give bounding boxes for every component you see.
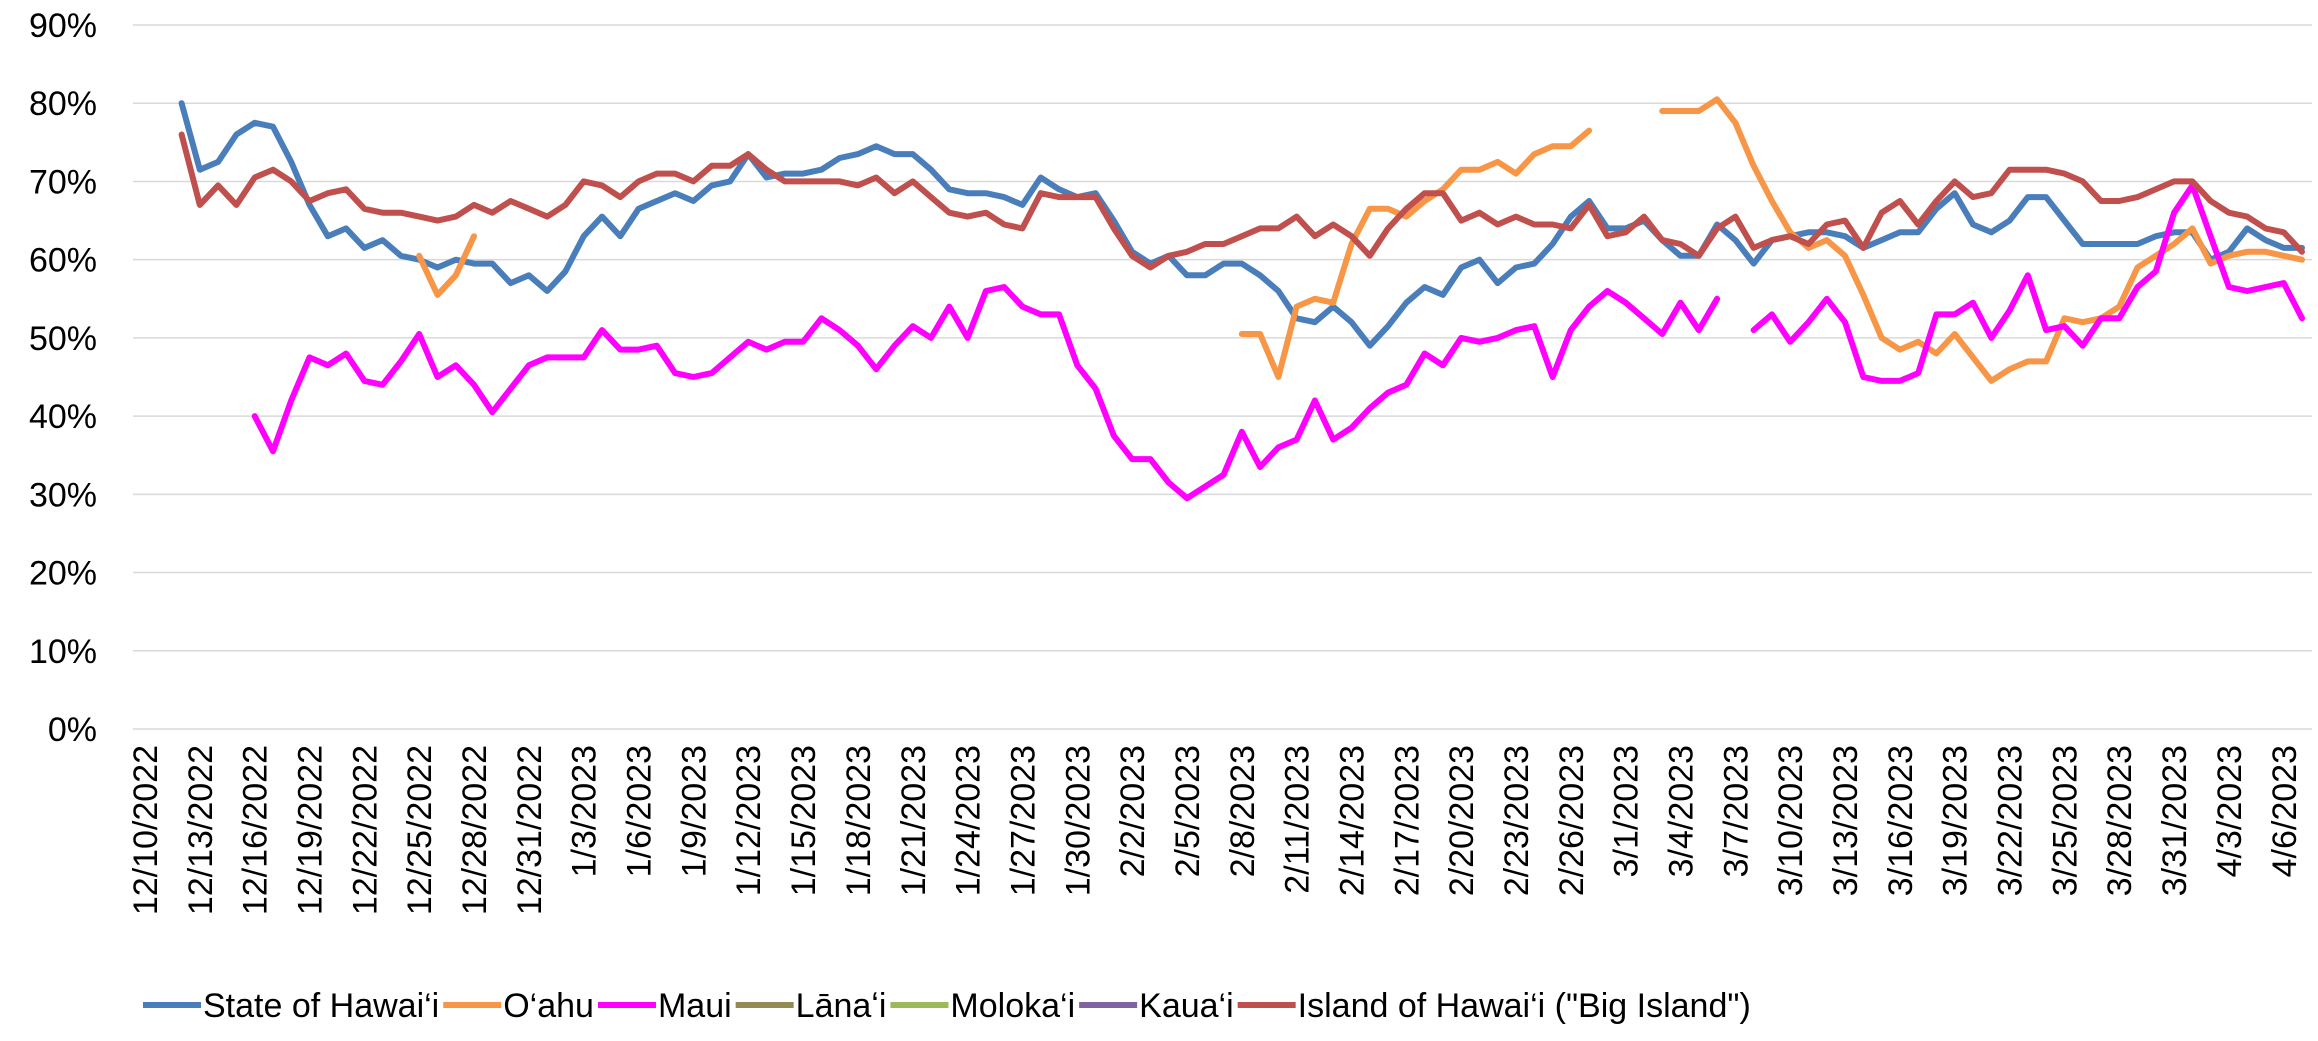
x-tick-label: 12/22/2022 [346,745,384,915]
x-tick-label: 12/31/2022 [511,745,549,915]
x-tick-label: 3/10/2023 [1772,745,1810,896]
y-tick-label: 0% [48,711,97,749]
series-line [1750,182,2305,384]
legend-item: Island of Hawai‘i ("Big Island") [1237,987,1751,1025]
x-tick-label: 12/16/2022 [237,745,275,915]
x-tick-label: 4/6/2023 [2266,745,2304,877]
x-tick-label: 3/22/2023 [1992,745,2030,896]
series-line [251,284,1721,502]
x-tick-label: 1/27/2023 [1004,745,1042,896]
x-tick-label: 1/6/2023 [621,745,659,877]
x-tick-label: 4/3/2023 [2211,745,2249,877]
x-tick-label: 3/7/2023 [1717,745,1755,877]
x-tick-label: 1/24/2023 [950,745,988,896]
y-tick-label: 90% [29,7,97,45]
series-line [178,100,2305,349]
series-line [416,233,477,298]
x-tick-label: 3/25/2023 [2046,745,2084,896]
x-tick-label: 2/8/2023 [1224,745,1262,877]
series-line [1659,96,2305,384]
legend-label: State of Hawai‘i [203,987,439,1025]
legend-label: Moloka‘i [950,987,1075,1025]
x-tick-label: 1/21/2023 [895,745,933,896]
y-tick-label: 10% [29,633,97,671]
y-tick-label: 50% [29,320,97,358]
y-tick-label: 20% [29,555,97,593]
legend-item: Moloka‘i [890,987,1075,1025]
x-tick-label: 12/28/2022 [456,745,494,915]
x-tick-label: 2/23/2023 [1498,745,1536,896]
y-tick-label: 80% [29,85,97,123]
y-tick-label: 40% [29,398,97,436]
y-tick-label: 60% [29,242,97,280]
x-tick-label: 1/15/2023 [785,745,823,896]
x-tick-label: 1/3/2023 [566,745,604,877]
x-tick-label: 2/11/2023 [1279,745,1317,894]
legend-item: O‘ahu [443,987,594,1025]
x-tick-label: 1/30/2023 [1059,745,1097,896]
x-tick-label: 3/19/2023 [1937,745,1975,896]
x-tick-label: 3/1/2023 [1608,745,1646,877]
x-tick-label: 3/16/2023 [1882,745,1920,896]
x-tick-label: 2/26/2023 [1553,745,1591,896]
x-tick-label: 12/10/2022 [127,745,165,915]
x-tick-label: 2/5/2023 [1169,745,1207,877]
x-tick-label: 3/31/2023 [2156,745,2194,896]
x-tick-label: 1/9/2023 [675,745,713,877]
legend-label: Kaua‘i [1139,987,1234,1025]
legend-item: Maui [597,987,732,1025]
legend-item: State of Hawai‘i [143,987,439,1025]
x-tick-label: 2/2/2023 [1114,745,1152,877]
legend-label: Maui [658,987,732,1025]
legend-item: Lānaʻi [735,987,887,1025]
y-tick-label: 30% [29,476,97,514]
legend-label: O‘ahu [503,987,594,1025]
x-tick-label: 1/12/2023 [730,745,768,896]
x-tick-label: 12/25/2022 [401,745,439,915]
series-line [1238,127,1593,380]
x-tick-label: 2/17/2023 [1388,745,1426,896]
x-tick-label: 1/18/2023 [840,745,878,896]
x-tick-label: 2/20/2023 [1443,745,1481,896]
series-line [178,131,2305,271]
x-tick-label: 12/13/2022 [182,745,220,915]
x-tick-label: 3/4/2023 [1663,745,1701,877]
legend-label: Island of Hawai‘i ("Big Island") [1298,987,1751,1025]
legend-item: Kaua‘i [1079,987,1234,1025]
x-tick-label: 3/13/2023 [1827,745,1865,896]
legend-label: Lānaʻi [796,987,887,1025]
x-tick-label: 2/14/2023 [1333,745,1371,896]
x-tick-label: 3/28/2023 [2101,745,2139,896]
x-tick-label: 12/19/2022 [292,745,330,915]
y-tick-label: 70% [29,163,97,201]
